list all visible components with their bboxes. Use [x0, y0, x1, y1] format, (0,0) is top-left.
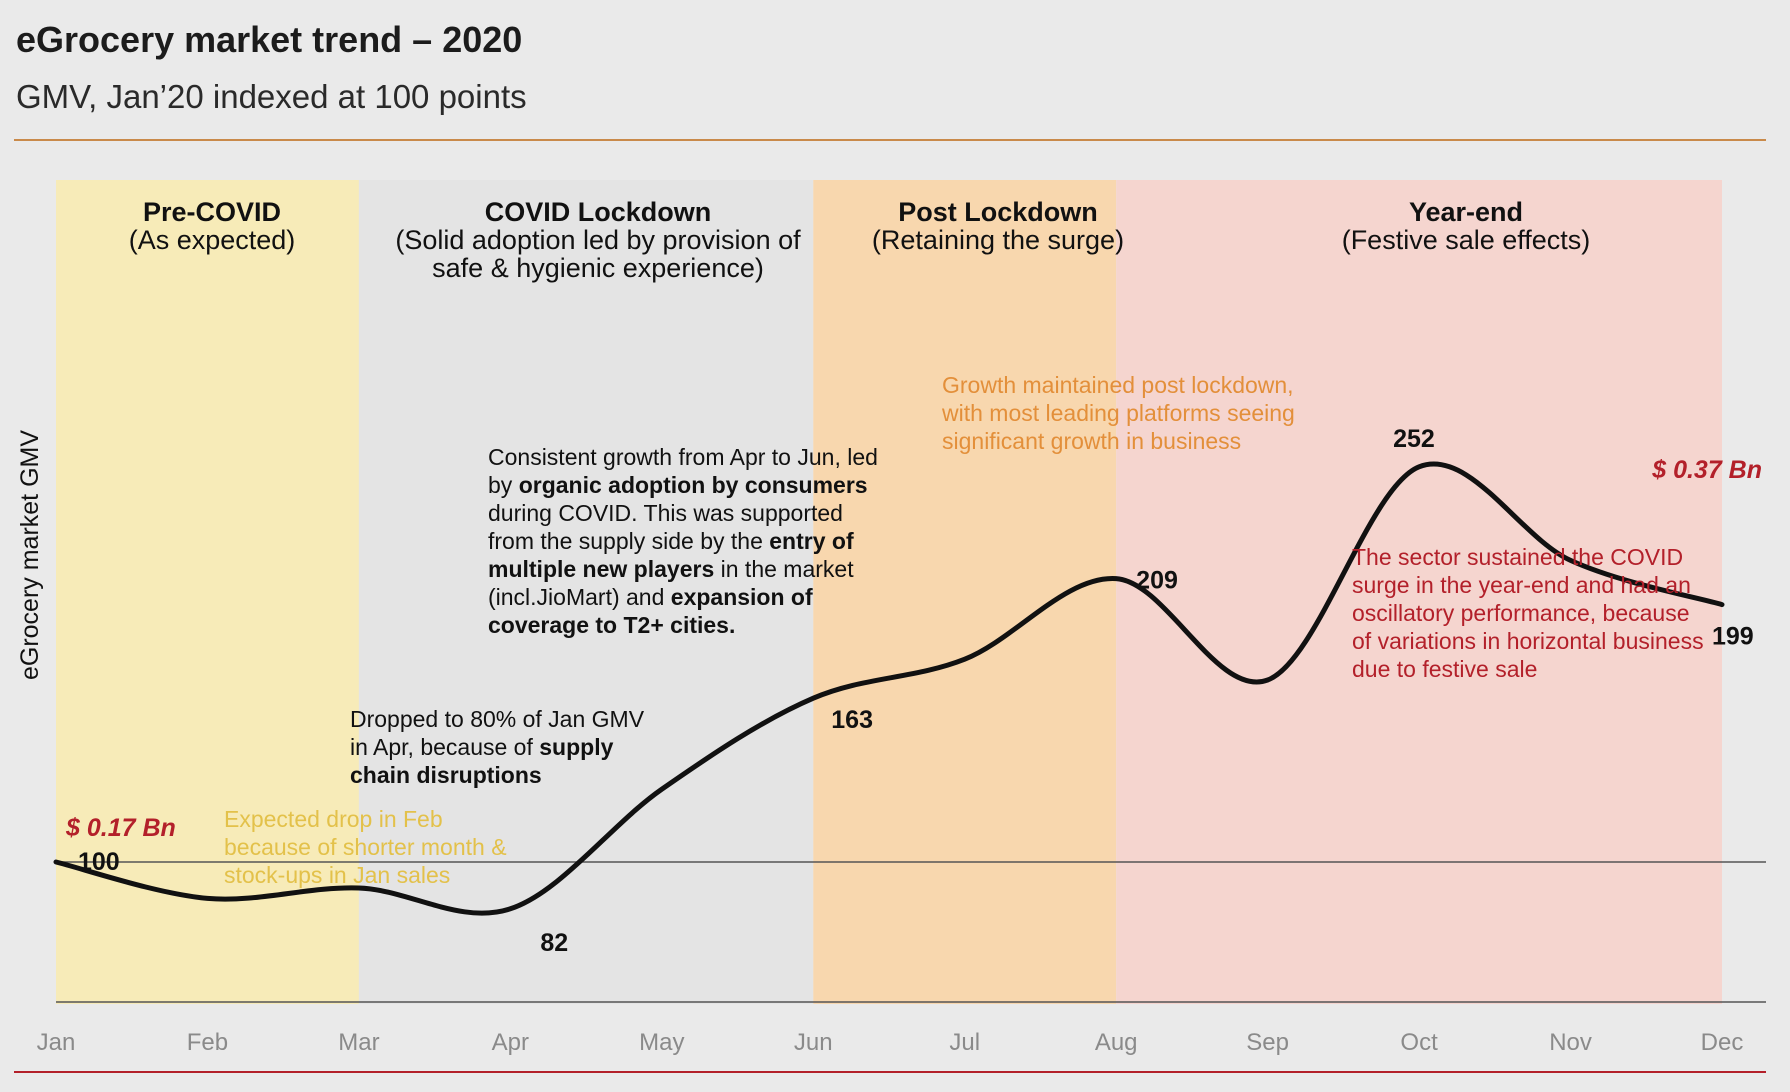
phase-subtitle-1-0: (Solid adoption led by provision of: [395, 225, 801, 255]
phase-band-1: [358, 180, 814, 1004]
data-label-apr: 82: [540, 929, 568, 957]
x-tick-label-sep: Sep: [1246, 1029, 1289, 1056]
apr-note-line-2: chain disruptions: [350, 762, 542, 788]
growth-note-line-5: (incl.JioMart) and expansion of: [488, 584, 813, 610]
data-label-jun: 163: [831, 706, 873, 734]
growth-note-line-6: coverage to T2+ cities.: [488, 612, 735, 638]
growth-note-line-1: by organic adoption by consumers: [488, 472, 868, 498]
x-tick-label-aug: Aug: [1095, 1029, 1138, 1056]
data-labels: 100 82 163 209 252 199: [78, 425, 1754, 957]
phase-title-3: Year-end: [1409, 197, 1523, 227]
x-tick-label-may: May: [639, 1029, 684, 1056]
phase-subtitle-2-0: (Retaining the surge): [872, 225, 1124, 255]
post-note-line-2: significant growth in business: [942, 428, 1241, 454]
x-tick-label-mar: Mar: [338, 1029, 379, 1056]
apr-note-line-0: Dropped to 80% of Jan GMV: [350, 706, 645, 732]
x-tick-label-jul: Jul: [949, 1029, 980, 1056]
phase-band-0: [56, 180, 359, 1004]
money-labels: $ 0.17 Bn $ 0.37 Bn: [65, 456, 1762, 842]
growth-note-line-4: multiple new players in the market: [488, 556, 854, 582]
phase-subtitle-3-0: (Festive sale effects): [1342, 225, 1591, 255]
apr-note-line-1: in Apr, because of supply: [350, 734, 614, 760]
x-tick-label-oct: Oct: [1400, 1029, 1438, 1056]
feb-note-line-1: because of shorter month &: [224, 834, 507, 860]
growth-note-line-0: Consistent growth from Apr to Jun, led: [488, 444, 878, 470]
yearend-note-line-3: of variations in horizontal business: [1352, 628, 1704, 654]
chart-title: eGrocery market trend – 2020: [16, 19, 522, 60]
yearend-note-line-0: The sector sustained the COVID: [1352, 544, 1683, 570]
x-tick-label-apr: Apr: [492, 1029, 529, 1056]
phase-title-0: Pre-COVID: [143, 197, 281, 227]
growth-note: Consistent growth from Apr to Jun, ledby…: [488, 444, 878, 638]
x-tick-label-jun: Jun: [794, 1029, 833, 1056]
post-note-line-0: Growth maintained post lockdown,: [942, 372, 1294, 398]
yearend-note-line-1: surge in the year-end and had an: [1352, 572, 1691, 598]
y-axis-label: eGrocery market GMV: [16, 430, 44, 680]
phase-labels: Pre-COVID(As expected) COVID Lockdown(Sol…: [129, 197, 1591, 283]
chart-subtitle: GMV, Jan’20 indexed at 100 points: [16, 78, 527, 115]
data-label-aug: 209: [1136, 567, 1178, 595]
post-note-line-1: with most leading platforms seeing: [941, 400, 1295, 426]
feb-note-line-2: stock-ups in Jan sales: [224, 862, 450, 888]
data-label-oct: 252: [1393, 425, 1435, 453]
x-tick-label-feb: Feb: [187, 1029, 228, 1056]
phase-band-3: [1116, 180, 1722, 1004]
data-label-dec: 199: [1712, 623, 1754, 651]
yearend-note-line-2: oscillatory performance, because: [1352, 600, 1690, 626]
growth-note-line-2: during COVID. This was supported: [488, 500, 843, 526]
growth-note-line-3: from the supply side by the entry of: [488, 528, 854, 554]
x-tick-label-nov: Nov: [1549, 1029, 1592, 1056]
phase-subtitle-1-1: safe & hygienic experience): [432, 253, 764, 283]
yearend-note-line-4: due to festive sale: [1352, 656, 1537, 682]
phase-subtitle-0-0: (As expected): [129, 225, 296, 255]
phase-title-2: Post Lockdown: [898, 197, 1098, 227]
phase-title-1: COVID Lockdown: [485, 197, 712, 227]
x-tick-label-jan: Jan: [37, 1029, 76, 1056]
money-label-dec: $ 0.37 Bn: [1651, 456, 1762, 484]
x-tick-label-dec: Dec: [1701, 1029, 1744, 1056]
post-note: Growth maintained post lockdown,with mos…: [941, 372, 1295, 454]
gmv-series-line: [53, 461, 1725, 916]
feb-note-line-0: Expected drop in Feb: [224, 806, 443, 832]
x-axis-ticks: Jan Feb Mar Apr May Jun Jul Aug Sep Oct Nov Dec: [37, 1029, 1744, 1056]
data-label-jan: 100: [78, 848, 120, 876]
money-label-jan: $ 0.17 Bn: [65, 814, 176, 842]
